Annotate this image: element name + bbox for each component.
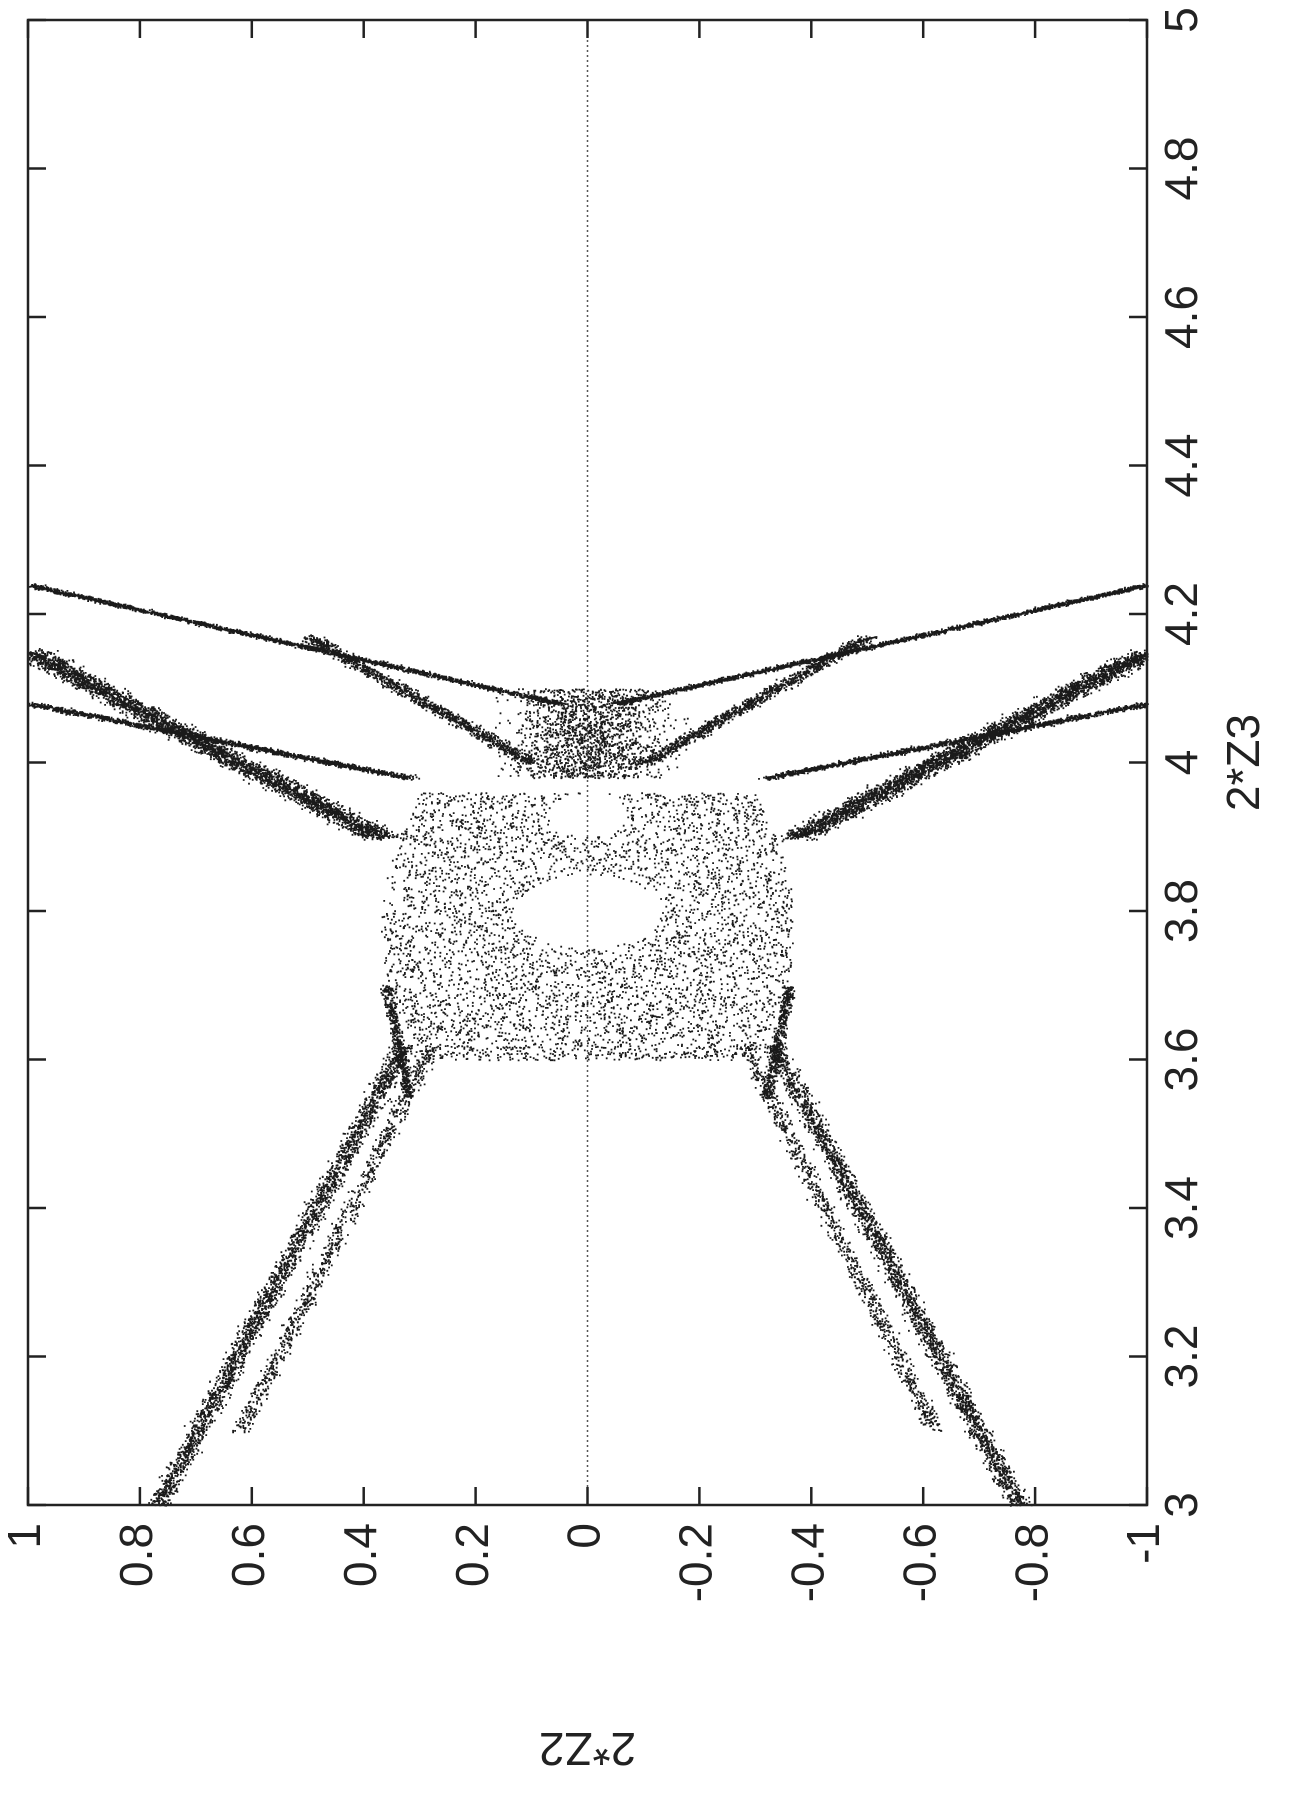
y-tick-label: -0.4	[781, 1523, 833, 1602]
x-tick-label: 4.2	[1155, 582, 1207, 646]
x-tick-label: 3.4	[1155, 1176, 1207, 1240]
x-tick-label: 4.4	[1155, 434, 1207, 498]
y-tick-label: -0.2	[670, 1523, 722, 1602]
y-tick-label: 0.8	[110, 1523, 162, 1587]
x-tick-label: 4.6	[1155, 285, 1207, 349]
x-tick-label: 3	[1155, 1492, 1207, 1518]
y-tick-label: 0.6	[222, 1523, 274, 1587]
y-tick-label: 0	[558, 1523, 610, 1549]
y-tick-label: 0.4	[334, 1523, 386, 1587]
x-axis-label: 2*Z3	[1217, 714, 1269, 811]
y-axis-label: 2*Z2	[539, 1723, 636, 1775]
x-tick-label: 4	[1155, 750, 1207, 776]
x-tick-label: 3.6	[1155, 1028, 1207, 1092]
scatter-points	[28, 583, 1149, 1507]
y-tick-label: 0.2	[446, 1523, 498, 1587]
tick-labels: 3 3.2 3.4 3.6 3.8 4 4.2 4.4 4.6 4.8 5 1 0.8 0.6 0.4 0.2…	[0, 7, 1207, 1602]
point-cloud	[28, 583, 1149, 1507]
y-tick-label: 1	[0, 1523, 50, 1549]
x-tick-label: 3.8	[1155, 879, 1207, 943]
x-tick-label: 3.2	[1155, 1325, 1207, 1389]
plot-frame	[26, 18, 1149, 1507]
x-tick-label: 4.8	[1155, 137, 1207, 201]
x-tick-label: 5	[1155, 7, 1207, 33]
tick-marks	[26, 18, 1149, 1507]
y-tick-label: -0.8	[1005, 1523, 1057, 1602]
y-tick-label: -1	[1117, 1523, 1169, 1564]
y-tick-label: -0.6	[893, 1523, 945, 1602]
